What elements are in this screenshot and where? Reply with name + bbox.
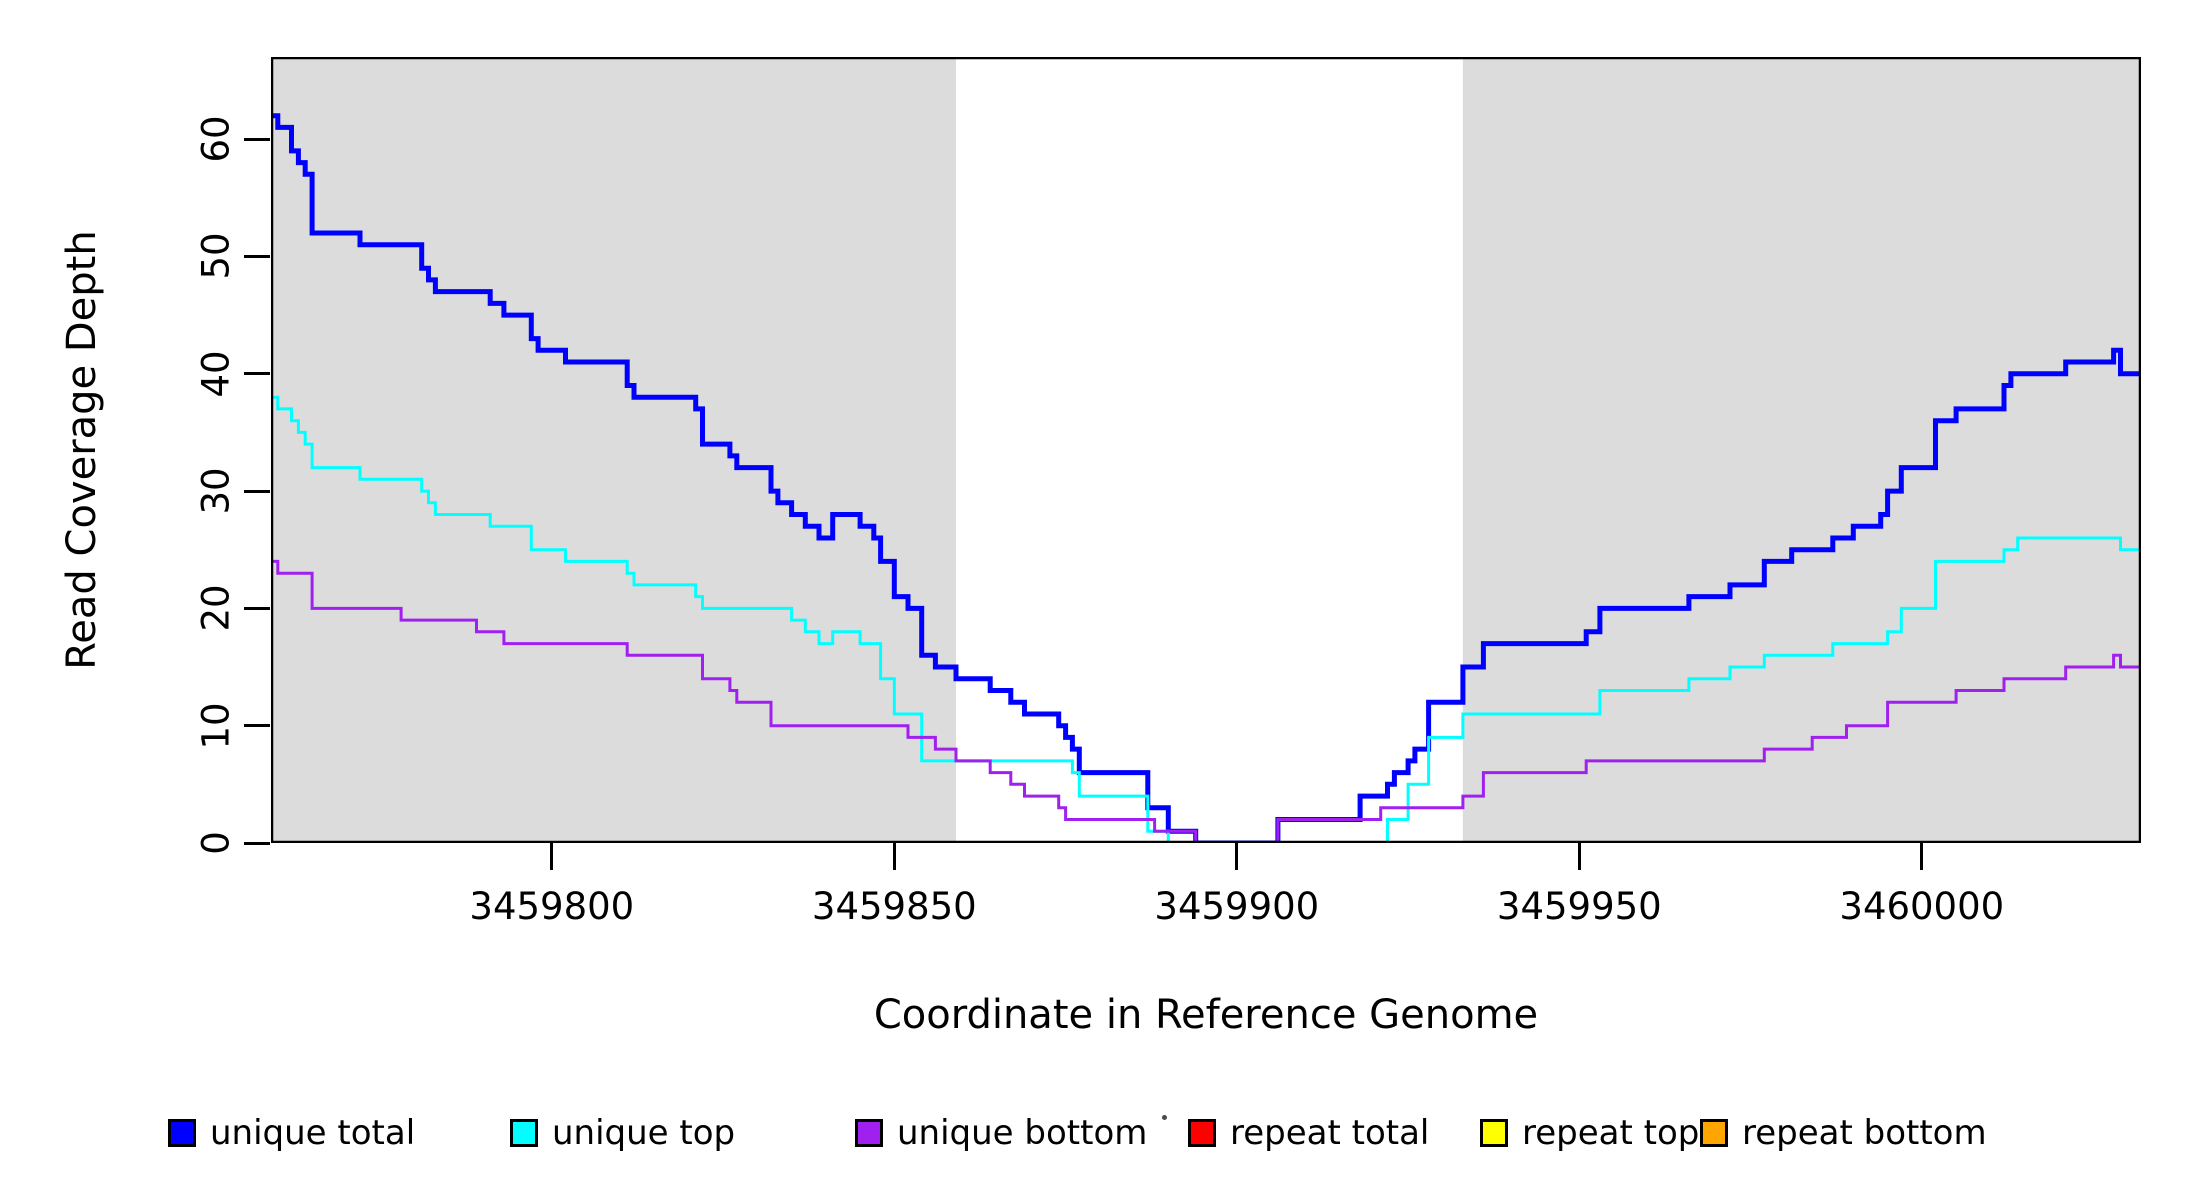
repeat-top-swatch-icon xyxy=(1480,1119,1508,1147)
unique-top-swatch-icon xyxy=(510,1119,538,1147)
legend-label: unique top xyxy=(552,1113,736,1153)
repeat-total-swatch-icon xyxy=(1188,1119,1216,1147)
x-tick-mark xyxy=(550,843,554,870)
series-unique-top xyxy=(271,395,2141,843)
y-tick-mark xyxy=(244,841,270,845)
x-tick-label: 3459900 xyxy=(1154,885,1320,928)
x-tick-mark xyxy=(892,843,896,870)
shaded-region xyxy=(271,57,956,843)
y-tick-mark xyxy=(244,489,270,493)
x-tick-label: 3459950 xyxy=(1496,885,1662,928)
y-tick-mark xyxy=(244,724,270,728)
y-tick-label: 60 xyxy=(194,115,238,163)
repeat-bottom-swatch-icon xyxy=(1700,1119,1728,1147)
legend-label: unique total xyxy=(210,1113,416,1153)
legend-label: repeat top xyxy=(1522,1113,1700,1153)
shaded-region xyxy=(1462,57,2141,843)
x-tick-label: 3459850 xyxy=(811,885,977,928)
unique-total-swatch-icon xyxy=(168,1119,196,1147)
series-unique-total xyxy=(271,113,2141,843)
x-tick-label: 3459800 xyxy=(469,885,635,928)
y-tick-label: 10 xyxy=(194,702,238,750)
x-tick-label: 3460000 xyxy=(1839,885,2005,928)
y-tick-mark xyxy=(244,137,270,141)
y-axis-title: Read Coverage Depth xyxy=(59,230,105,670)
y-tick-mark xyxy=(244,372,270,376)
legend-item-repeat-bottom: repeat bottom xyxy=(1700,1113,1987,1153)
y-tick-label: 50 xyxy=(194,232,238,280)
y-tick-label: 0 xyxy=(194,831,238,855)
y-tick-label: 40 xyxy=(194,350,238,398)
x-tick-mark xyxy=(1577,843,1581,870)
y-tick-mark xyxy=(244,254,270,258)
legend-item-unique-bottom: unique bottom xyxy=(855,1113,1147,1153)
stray-dot-artifact xyxy=(1162,1115,1167,1120)
legend-item-repeat-total: repeat total xyxy=(1188,1113,1429,1153)
y-tick-label: 20 xyxy=(194,584,238,632)
plot-border xyxy=(271,57,2141,843)
legend-label: unique bottom xyxy=(897,1113,1148,1153)
legend-item-unique-top: unique top xyxy=(510,1113,735,1153)
series-unique-bottom xyxy=(271,559,2141,843)
unique-bottom-swatch-icon xyxy=(855,1119,883,1147)
x-tick-mark xyxy=(1920,843,1924,870)
legend-label: repeat total xyxy=(1230,1113,1430,1153)
x-axis-title: Coordinate in Reference Genome xyxy=(873,992,1539,1038)
plot-area xyxy=(271,57,2141,843)
legend-item-unique-total: unique total xyxy=(168,1113,415,1153)
legend-item-repeat-top: repeat top xyxy=(1480,1113,1699,1153)
y-tick-label: 30 xyxy=(194,467,238,515)
legend-label: repeat bottom xyxy=(1742,1113,1987,1153)
y-tick-mark xyxy=(244,606,270,610)
x-tick-mark xyxy=(1235,843,1239,870)
